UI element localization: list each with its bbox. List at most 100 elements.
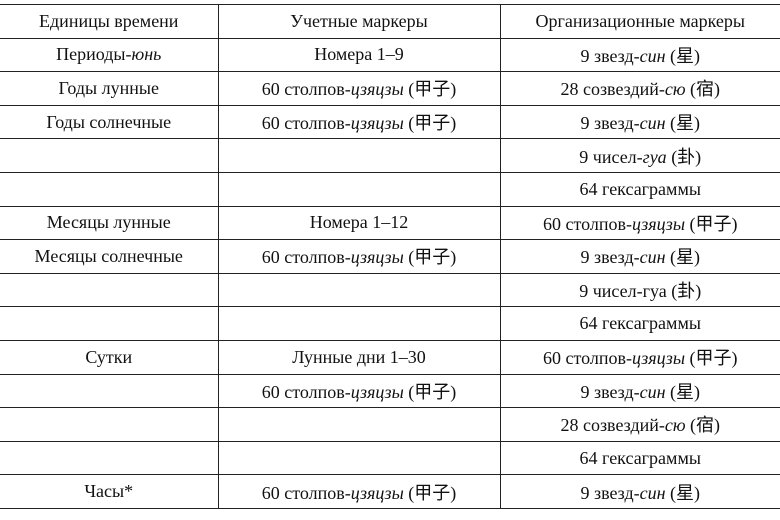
table-cell: 60 столпов-цзяцзы (甲子) — [217, 373, 500, 409]
italic-text: сю — [664, 415, 686, 436]
italic-text: юнь — [131, 44, 162, 65]
table-cell — [217, 171, 500, 207]
text: 60 столпов- — [261, 113, 351, 134]
table-cell — [0, 373, 218, 409]
table-row: 9 чисел-гуа (卦) — [0, 272, 780, 308]
header-cell: Учетные маркеры — [217, 4, 500, 39]
italic-text: син — [639, 113, 666, 134]
italic-text: гуа — [642, 146, 667, 167]
text: (星) — [665, 113, 701, 134]
text: (星) — [665, 482, 701, 503]
table-row: Годы солнечные 60 столпов-цзяцзы (甲子) 9 зв… — [0, 104, 780, 140]
table-cell — [217, 272, 500, 308]
table-row: 28 созвездий-сю (宿) — [0, 407, 780, 442]
text: (甲子) — [685, 213, 738, 234]
text: 28 созвездий- — [560, 79, 665, 100]
text: (卦) — [666, 146, 702, 167]
header-cell: Организационные маркеры — [499, 4, 780, 39]
table-cell — [0, 272, 218, 308]
text: (甲子) — [403, 113, 457, 134]
table-cell: 9 звезд-син (星) — [499, 474, 780, 509]
table-cell: 9 чисел-гуа (卦) — [499, 138, 780, 173]
table-cell: 64 гексаграммы — [499, 306, 780, 341]
text: Периоды- — [56, 44, 132, 65]
table-row: 60 столпов-цзяцзы (甲子) 9 звезд-син (星) — [0, 373, 780, 409]
table-cell — [0, 440, 218, 476]
table-cell — [0, 171, 218, 207]
table-cell: Годы лунные — [0, 71, 218, 106]
table-row: 64 гексаграммы — [0, 171, 780, 207]
text: 9 звезд- — [580, 113, 640, 134]
table-cell: Годы солнечные — [0, 104, 218, 140]
table-row: Часы* 60 столпов-цзяцзы (甲子) 9 звезд-син (… — [0, 474, 780, 509]
text: 9 звезд- — [580, 482, 640, 503]
text: (宿) — [685, 415, 721, 436]
table-row: Месяцы солнечные 60 столпов-цзяцзы (甲子) 9 … — [0, 239, 780, 274]
text: 9 звезд- — [580, 45, 640, 66]
table-cell: Номера 1–12 — [217, 205, 500, 241]
header-cell: Единицы времени — [0, 4, 218, 39]
table-cell — [0, 407, 218, 442]
table-cell: Месяцы лунные — [0, 205, 218, 241]
italic-text: сю — [664, 79, 686, 100]
italic-text: син — [639, 45, 666, 66]
text: 9 звезд- — [580, 247, 640, 268]
text: 28 созвездий- — [560, 415, 665, 436]
table-cell — [217, 407, 500, 442]
table-row: 64 гексаграммы — [0, 440, 780, 476]
text: (甲子) — [403, 482, 457, 503]
text: 60 столпов- — [261, 247, 351, 268]
text: (甲子) — [685, 348, 738, 369]
table-cell: 9 звезд-син (星) — [499, 104, 780, 140]
text: 9 чисел- — [579, 146, 643, 167]
table-row: 9 чисел-гуа (卦) — [0, 138, 780, 173]
header-row: Единицы времени Учетные маркеры Организаци… — [0, 4, 780, 39]
text: 60 столпов- — [261, 79, 351, 100]
text: (甲子) — [403, 381, 457, 402]
table-cell: 28 созвездий-сю (宿) — [499, 407, 780, 442]
table-cell: 60 столпов-цзяцзы (甲子) — [217, 474, 500, 509]
table-cell: 9 звезд-син (星) — [499, 37, 780, 73]
table-cell: Номера 1–9 — [217, 37, 500, 73]
table-cell: 60 столпов-цзяцзы (甲子) — [217, 239, 500, 274]
italic-text: цзяцзы — [350, 113, 404, 134]
table-cell: 60 столпов-цзяцзы (甲子) — [217, 71, 500, 106]
table-cell: Периоды-юнь — [0, 37, 218, 73]
text: (甲子) — [403, 247, 457, 268]
table-body: Периоды-юнь Номера 1–9 9 звезд-син (星) Годы… — [0, 37, 780, 509]
table-cell: 60 столпов-цзяцзы (甲子) — [499, 339, 780, 375]
table-cell: 60 столпов-цзяцзы (甲子) — [499, 205, 780, 241]
italic-text: син — [639, 247, 666, 268]
table-cell — [217, 306, 500, 341]
table-cell: Лунные дни 1–30 — [217, 339, 500, 375]
text: 9 звезд- — [580, 381, 640, 402]
text: (星) — [665, 381, 701, 402]
table-cell: Часы* — [0, 474, 218, 509]
text: (宿) — [685, 79, 721, 100]
table-cell: 60 столпов-цзяцзы (甲子) — [217, 104, 500, 140]
time-markers-table: Единицы времени Учетные маркеры Организаци… — [0, 4, 780, 509]
italic-text: цзяцзы — [350, 482, 404, 503]
italic-text: цзяцзы — [350, 79, 404, 100]
italic-text: цзяцзы — [631, 213, 686, 234]
italic-text: син — [639, 381, 666, 402]
table-cell: 28 созвездий-сю (宿) — [499, 71, 780, 106]
table-row: Месяцы лунные Номера 1–12 60 столпов-цзяцз… — [0, 205, 780, 241]
table-row: Сутки Лунные дни 1–30 60 столпов-цзяцзы (甲… — [0, 339, 780, 375]
text: 60 столпов- — [542, 213, 632, 234]
italic-text: цзяцзы — [631, 348, 686, 369]
text: 60 столпов- — [261, 482, 351, 503]
table-row: Годы лунные 60 столпов-цзяцзы (甲子) 28 созв… — [0, 71, 780, 106]
italic-text: син — [639, 482, 666, 503]
table-cell: 9 звезд-син (星) — [499, 373, 780, 409]
table-cell: Сутки — [0, 339, 218, 375]
text: 60 столпов- — [261, 381, 351, 402]
table-cell — [217, 138, 500, 173]
table-cell — [0, 306, 218, 341]
text: (星) — [665, 247, 701, 268]
italic-text: цзяцзы — [350, 247, 404, 268]
table-cell — [217, 440, 500, 476]
text: (星) — [665, 45, 701, 66]
italic-text: цзяцзы — [350, 381, 404, 402]
